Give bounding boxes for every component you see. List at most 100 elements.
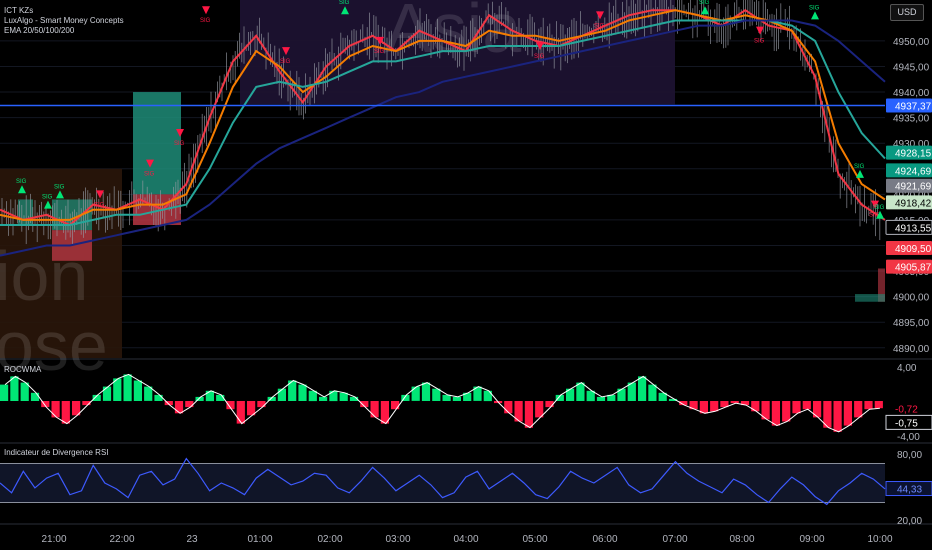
price-tick-label: 4950,00 (893, 37, 930, 48)
price-tag-text: 4937,37 (895, 102, 932, 113)
roc-bar (174, 401, 184, 414)
time-tick-label: 03:00 (385, 534, 410, 545)
roc-bar (576, 382, 585, 401)
price-tick-label: 4935,00 (893, 114, 930, 125)
roc-bar (92, 394, 101, 401)
roc-bar (102, 386, 112, 401)
roc-bar (401, 394, 410, 401)
time-tick-label: 10:00 (867, 534, 892, 545)
roc-bar (288, 380, 297, 401)
price-tick-label: 4930,00 (893, 139, 930, 150)
roc-bar (740, 401, 750, 406)
rsi-line (0, 457, 886, 506)
roc-bar (349, 396, 359, 401)
roc-bar (216, 394, 225, 401)
ema-line-2 (0, 19, 886, 226)
roc-bar (473, 386, 482, 401)
price-tick-label: 4940,00 (893, 88, 930, 99)
roc-bar (864, 401, 873, 410)
signal-up-marker (811, 11, 819, 20)
time-tick-label: 06:00 (592, 534, 617, 545)
roc-bar (638, 376, 647, 401)
indicator-label-smc[interactable]: LuxAlgo - Smart Money Concepts (4, 16, 124, 25)
signal-up-marker (876, 210, 884, 219)
price-tick-label: 4900,00 (893, 293, 930, 304)
roc-bar (41, 401, 50, 408)
roc-tick-label: 4,00 (897, 363, 917, 374)
roc-bar (463, 392, 472, 401)
roc-bar (514, 401, 523, 422)
price-tag (886, 241, 932, 256)
signal-label: SIG (869, 213, 880, 219)
roc-bar (792, 401, 801, 414)
ema-line-1 (0, 9, 886, 221)
roc-bar (205, 390, 214, 402)
time-tick-label: 02:00 (317, 534, 342, 545)
price-tag-text: 4928,15 (895, 149, 932, 160)
roc-bar (360, 401, 369, 408)
signal-label: SIG (174, 141, 185, 147)
roc-bar (483, 390, 492, 402)
price-tag-text: 4924,69 (895, 166, 932, 177)
time-tick-label: 21:00 (41, 534, 66, 545)
signal-label: SIG (42, 195, 53, 201)
roc-bar (20, 382, 29, 401)
price-tag (886, 163, 932, 178)
roc-bar (761, 401, 770, 420)
roc-bar (802, 401, 811, 410)
roc-tag-text: -0,75 (895, 418, 918, 429)
roc-bar (247, 401, 256, 416)
price-tag (886, 195, 932, 210)
signal-label: SIG (144, 172, 155, 178)
price-tag (886, 145, 932, 160)
roc-bar (751, 401, 760, 412)
roc-bar (545, 401, 554, 408)
roc-bar (267, 396, 276, 401)
signal-up-marker (701, 6, 709, 15)
signal-down-marker (536, 42, 544, 51)
roc-bar (421, 382, 431, 401)
signal-label: SIG (594, 23, 605, 29)
roc-bar (380, 401, 389, 424)
roc-bar (730, 401, 739, 404)
signal-label: SIG (200, 18, 211, 24)
roc-bar (329, 390, 338, 402)
rsi-band (0, 463, 885, 503)
bullish-zone (855, 294, 885, 302)
roc-bar (771, 401, 780, 426)
roc-bar (442, 394, 451, 401)
indicator-label-kz[interactable]: ICT KZs (4, 6, 34, 15)
roc-tag-text: -0,72 (895, 404, 918, 415)
price-tag-text: 4905,87 (895, 263, 932, 274)
rocwma-label[interactable]: ROCWMA (4, 365, 42, 374)
signal-down-marker (596, 11, 604, 20)
roc-bar (277, 388, 286, 401)
roc-bar (720, 401, 729, 408)
price-tag-text: 4909,50 (895, 244, 932, 255)
signal-down-marker (756, 26, 764, 35)
roc-bar (833, 401, 842, 432)
signal-down-marker (96, 190, 104, 199)
roc-bar (319, 396, 328, 401)
watermark-london-1: ion (0, 237, 88, 315)
roc-bar (82, 401, 91, 406)
indicator-label-ema[interactable]: EMA 20/50/100/200 (4, 26, 75, 35)
time-tick-label: 09:00 (799, 534, 824, 545)
signal-down-marker (282, 47, 290, 56)
roc-bar (627, 382, 636, 401)
time-tick-label: 01:00 (247, 534, 272, 545)
roc-bar (782, 401, 791, 422)
signal-down-marker (871, 200, 879, 209)
roc-bar (452, 396, 461, 401)
rsi-label[interactable]: Indicateur de Divergence RSI (4, 448, 109, 457)
roc-bar (679, 401, 688, 406)
time-tick-label: 05:00 (522, 534, 547, 545)
currency-button[interactable]: USD (890, 4, 924, 21)
rsi-tag (885, 481, 932, 497)
roc-bar (185, 401, 194, 408)
roc-bar (30, 392, 40, 401)
price-tag-text: 4918,42 (895, 198, 932, 209)
signal-label: SIG (280, 59, 291, 65)
rsi-tick-label: 20,00 (897, 516, 922, 527)
